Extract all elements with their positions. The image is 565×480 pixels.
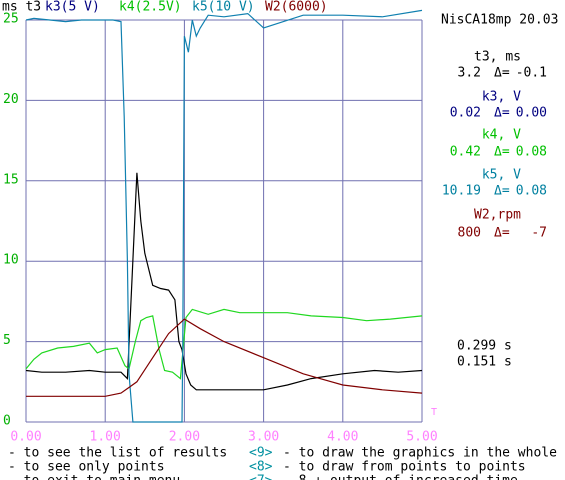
reading-label: k5, V: [482, 168, 521, 183]
menu-text: - 8 + output of increased time: [283, 474, 518, 480]
series-line: [26, 318, 423, 397]
x-tick-label: 5.00: [406, 430, 437, 445]
reading-value: 0.02: [450, 106, 481, 121]
reading-value: 10.19: [442, 184, 481, 199]
x-tick-label: 0.00: [10, 430, 41, 445]
reading-value: 3.2: [458, 66, 481, 81]
reading-delta: 0.08: [516, 145, 547, 160]
reading-delta: -7: [531, 226, 547, 241]
time-value: 0.299 s: [457, 339, 512, 354]
reading-value: 800: [458, 226, 481, 241]
reading-delta-label: Δ=: [494, 184, 510, 199]
legend-entry: k5(10 V): [192, 0, 255, 15]
reading-value: 0.42: [450, 145, 481, 160]
legend-entry: k4(2.5V): [119, 0, 182, 15]
menu-text: - to draw from points to points: [283, 460, 526, 475]
panel-title: NisCA18mp 20.03: [441, 13, 558, 28]
reading-label: W2,rpm: [474, 208, 521, 223]
x-tick-label: 4.00: [327, 430, 358, 445]
reading-delta: -0.1: [516, 66, 547, 81]
menu-key: <7>: [249, 474, 273, 480]
menu-text: - to draw the graphics in the whole: [283, 446, 557, 461]
y-tick-label: 0: [3, 414, 11, 429]
x-tick-label: 2.00: [169, 430, 200, 445]
menu-text: - to see the list of results: [8, 446, 227, 461]
legend-entry: W2(6000): [265, 0, 328, 15]
y-tick-label: 25: [3, 12, 19, 27]
menu-key: <8>: [249, 460, 273, 475]
menu-key: <9>: [249, 446, 273, 461]
reading-delta: 0.08: [516, 184, 547, 199]
axis-marker: T: [431, 407, 437, 418]
x-tick-label: 1.00: [90, 430, 121, 445]
menu-text: - to see only points: [8, 460, 165, 475]
reading-label: k3, V: [482, 90, 521, 105]
series-line: [25, 308, 423, 380]
y-tick-label: 5: [3, 333, 11, 348]
y-tick-label: 20: [3, 92, 19, 107]
menu-text: - to exit to main menu: [8, 474, 180, 480]
reading-label: k4, V: [482, 128, 521, 143]
y-tick-label: 10: [3, 253, 19, 268]
series-line: [25, 9, 423, 423]
reading-delta-label: Δ=: [494, 226, 510, 241]
reading-delta-label: Δ=: [494, 145, 510, 160]
header-label: ms t3: [2, 0, 41, 15]
reading-delta-label: Δ=: [494, 66, 510, 81]
y-tick-label: 15: [3, 172, 19, 187]
series-line: [25, 172, 423, 391]
x-tick-label: 3.00: [248, 430, 279, 445]
reading-delta-label: Δ=: [494, 106, 510, 121]
time-value: 0.151 s: [457, 355, 512, 370]
reading-label: t3, ms: [474, 50, 521, 65]
reading-delta: 0.00: [516, 106, 547, 121]
legend-entry: k3(5 V): [45, 0, 100, 15]
